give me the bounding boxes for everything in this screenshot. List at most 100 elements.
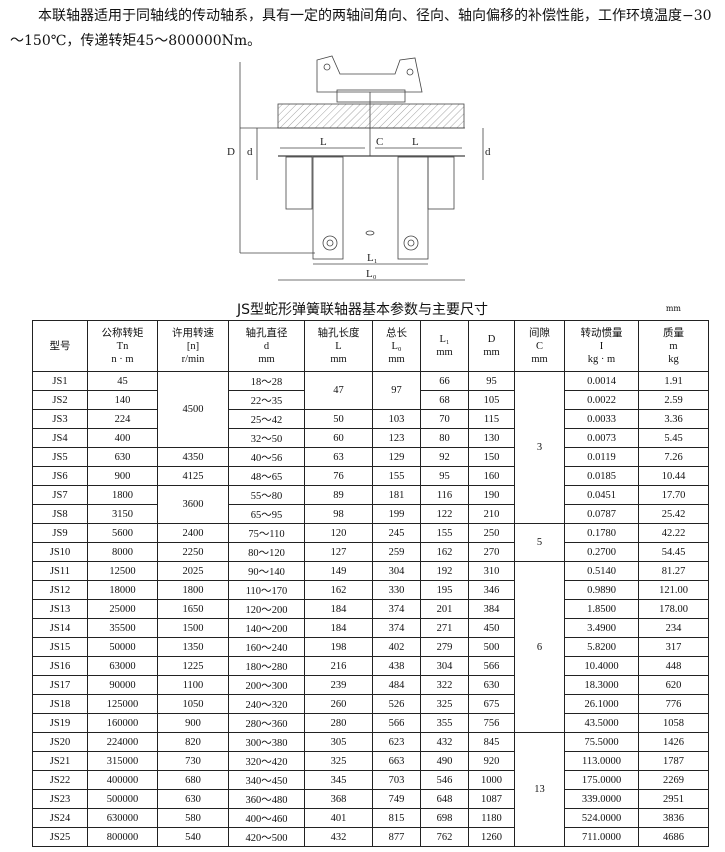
table-cell: 580 — [157, 808, 229, 828]
table-cell: 401 — [304, 808, 373, 828]
table-cell: 1225 — [157, 656, 229, 676]
table-cell: 1.91 — [638, 371, 709, 391]
table-cell: 374 — [372, 599, 421, 619]
table-title: JS型蛇形弹簧联轴器基本参数与主要尺寸 — [236, 302, 488, 318]
table-cell: 400000 — [87, 770, 158, 790]
table-cell: 184 — [304, 618, 373, 638]
table-cell: 1787 — [638, 751, 709, 771]
table-cell: 448 — [638, 656, 709, 676]
table-cell: 10.4000 — [564, 656, 639, 676]
header-line: I — [599, 340, 604, 352]
table-cell: 730 — [157, 751, 229, 771]
table-cell: JS24 — [32, 808, 88, 828]
table-cell: 317 — [638, 637, 709, 657]
table-cell: 18～28 — [228, 371, 305, 391]
table-cell: 1260 — [468, 827, 515, 847]
table-cell: 0.0033 — [564, 409, 639, 429]
table-cell: 3 — [514, 371, 565, 524]
column-header: 质量 m kg — [638, 320, 709, 372]
table-cell: 845 — [468, 732, 515, 752]
column-header: 型号 — [32, 320, 88, 372]
table-row: JS8 3150 65～95 98 199 122 210 0.0787 25.42 — [32, 504, 709, 524]
table-cell: 129 — [372, 447, 421, 467]
table-cell: 160～240 — [228, 637, 305, 657]
table-cell: 63000 — [87, 656, 158, 676]
header-line: kg — [668, 353, 679, 365]
table-cell: 184 — [304, 599, 373, 619]
table-cell: JS14 — [32, 618, 88, 638]
table-cell: 155 — [372, 466, 421, 486]
header-line: 许用转速 — [172, 327, 214, 339]
table-cell: 48～65 — [228, 466, 305, 486]
header-line: m — [669, 340, 678, 352]
table-cell: 3.4900 — [564, 618, 639, 638]
table-cell: 1800 — [87, 485, 158, 505]
table-cell: JS5 — [32, 447, 88, 467]
table-cell: 40～56 — [228, 447, 305, 467]
table-cell: 12500 — [87, 561, 158, 581]
table-cell: 305 — [304, 732, 373, 752]
table-cell: 1000 — [468, 770, 515, 790]
table-cell: 199 — [372, 504, 421, 524]
table-cell: 162 — [304, 580, 373, 600]
table-cell: 81.27 — [638, 561, 709, 581]
column-header: 轴孔直径 d mm — [228, 320, 305, 372]
table-cell: 432 — [420, 732, 469, 752]
table-cell: 877 — [372, 827, 421, 847]
table-cell: 4686 — [638, 827, 709, 847]
table-cell: 180～280 — [228, 656, 305, 676]
table-cell: 155 — [420, 523, 469, 543]
column-header: 总长 L₀ mm — [372, 320, 421, 372]
table-row: JS14 35500 1500 140～200 184 374 271 450 3.4900 23… — [32, 618, 709, 638]
table-cell: 402 — [372, 637, 421, 657]
table-cell: 0.9890 — [564, 580, 639, 600]
table-cell: 140 — [87, 390, 158, 410]
table-row: JS24 630000 580 400～460 401 815 698 1180 524.000… — [32, 808, 709, 828]
table-cell: 1180 — [468, 808, 515, 828]
header-line: L₁ — [439, 334, 450, 345]
table-cell: 490 — [420, 751, 469, 771]
table-cell: JS12 — [32, 580, 88, 600]
table-cell: 63 — [304, 447, 373, 467]
table-cell: 175.0000 — [564, 770, 639, 790]
table-cell: JS8 — [32, 504, 88, 524]
table-cell: JS1 — [32, 371, 88, 391]
label-D: D — [227, 146, 235, 158]
table-cell: 0.0022 — [564, 390, 639, 410]
table-cell: 2951 — [638, 789, 709, 809]
table-cell: 195 — [420, 580, 469, 600]
table-cell: 630 — [157, 789, 229, 809]
table-cell: 181 — [372, 485, 421, 505]
header-line: [n] — [186, 340, 200, 352]
table-cell: 50000 — [87, 637, 158, 657]
table-cell: 160000 — [87, 713, 158, 733]
header-line: D — [487, 334, 496, 345]
table-row: JS21 315000 730 320～420 325 663 490 920 113.0000… — [32, 751, 709, 771]
table-cell: 0.0014 — [564, 371, 639, 391]
table-cell: 680 — [157, 770, 229, 790]
table-cell: 22～35 — [228, 390, 305, 410]
header-line: L — [335, 340, 342, 352]
table-cell: 160 — [468, 466, 515, 486]
table-cell: 90～140 — [228, 561, 305, 581]
table-cell: 68 — [420, 390, 469, 410]
table-cell: 2269 — [638, 770, 709, 790]
table-cell: 25000 — [87, 599, 158, 619]
table-cell: 325 — [304, 751, 373, 771]
table-cell: 1050 — [157, 694, 229, 714]
table-cell: 756 — [468, 713, 515, 733]
header-line: 质量 — [663, 327, 684, 339]
label-L: L — [320, 136, 327, 148]
table-cell: 320～420 — [228, 751, 305, 771]
table-row: JS16 63000 1225 180～280 216 438 304 566 10.4000 4… — [32, 656, 709, 676]
table-cell: 0.5140 — [564, 561, 639, 581]
table-cell: 5.45 — [638, 428, 709, 448]
table-cell: 325 — [420, 694, 469, 714]
table-cell: 90000 — [87, 675, 158, 695]
table-cell: 80 — [420, 428, 469, 448]
table-cell: 1087 — [468, 789, 515, 809]
table-cell: 201 — [420, 599, 469, 619]
table-cell: 420～500 — [228, 827, 305, 847]
